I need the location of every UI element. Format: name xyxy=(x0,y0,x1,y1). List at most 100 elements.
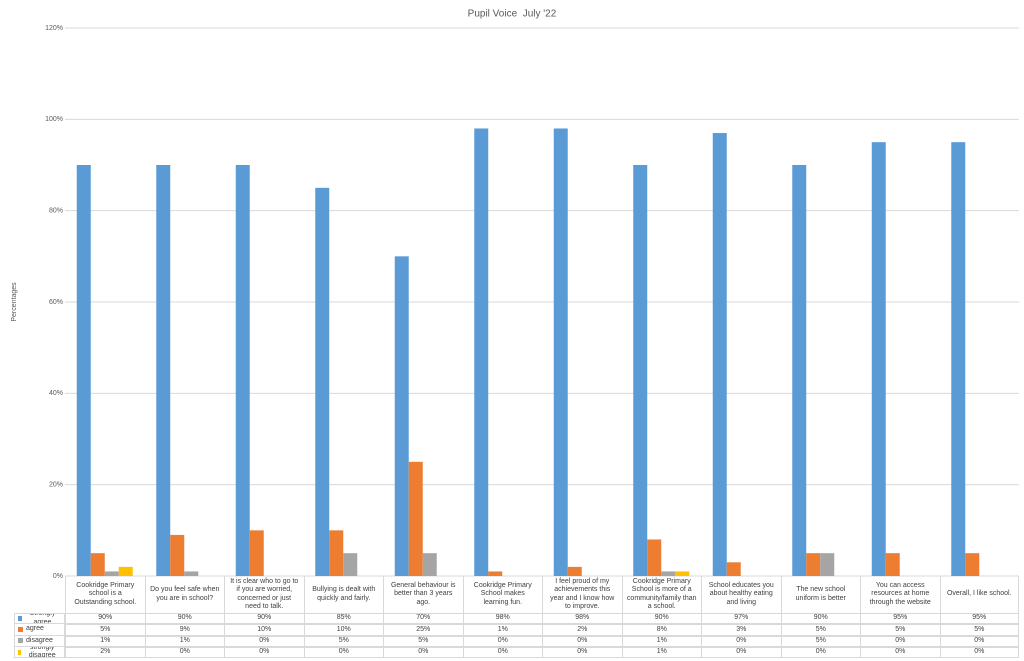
y-tick-label: 0% xyxy=(53,573,63,580)
bar xyxy=(885,553,900,576)
table-value: 90% xyxy=(224,613,304,625)
table-value: 90% xyxy=(621,613,701,625)
table-value: 0% xyxy=(462,635,542,647)
table-value: 97% xyxy=(701,613,781,625)
table-value: 1% xyxy=(462,624,542,636)
table-value: 5% xyxy=(939,624,1019,636)
bar xyxy=(156,165,171,576)
table-value: 0% xyxy=(860,646,940,659)
table-value: 90% xyxy=(65,613,145,625)
x-tick-label: Overall, I like school. xyxy=(939,576,1019,613)
legend-entry: strongly disagree xyxy=(14,646,65,659)
legend-label: strongly disagree xyxy=(28,646,56,659)
y-tick-label: 20% xyxy=(49,482,63,489)
table-value: 98% xyxy=(542,613,622,625)
table-value: 8% xyxy=(621,624,701,636)
table-value: 95% xyxy=(860,613,940,625)
bar xyxy=(488,571,503,576)
table-value: 0% xyxy=(224,646,304,659)
table-value: 0% xyxy=(383,646,463,659)
legend-entry: agree xyxy=(14,624,65,636)
legend-key xyxy=(18,638,23,644)
table-value: 2% xyxy=(65,646,145,659)
table-value: 1% xyxy=(621,635,701,647)
y-tick-label: 100% xyxy=(45,116,63,123)
table-value: 0% xyxy=(939,646,1019,659)
bar xyxy=(661,571,676,576)
table-value: 5% xyxy=(780,624,860,636)
legend-label: disagree xyxy=(26,636,53,644)
table-value: 3% xyxy=(701,624,781,636)
table-value: 85% xyxy=(303,613,383,625)
bar xyxy=(820,553,835,576)
table-value: 9% xyxy=(144,624,224,636)
table-value: 0% xyxy=(860,635,940,647)
bar xyxy=(104,571,119,576)
bar xyxy=(249,530,264,576)
legend-key xyxy=(18,616,22,622)
x-tick-label: Do you feel safe when you are in school? xyxy=(144,576,225,613)
y-tick-label: 40% xyxy=(49,390,63,397)
table-value: 0% xyxy=(144,646,224,659)
bar xyxy=(553,128,568,576)
table-value: 90% xyxy=(144,613,224,625)
y-tick-label: 60% xyxy=(49,299,63,306)
table-value: 1% xyxy=(621,646,701,659)
table-value: 95% xyxy=(939,613,1019,625)
legend-entry: disagree xyxy=(14,635,65,647)
x-tick-label: Bullying is dealt with quickly and fairl… xyxy=(303,576,384,613)
legend-key xyxy=(18,649,22,655)
bar xyxy=(474,128,489,576)
table-value: 5% xyxy=(780,635,860,647)
table-value: 70% xyxy=(383,613,463,625)
bar xyxy=(315,187,330,577)
x-tick-label: I feel proud of my achievements this yea… xyxy=(542,576,622,613)
table-value: 5% xyxy=(65,624,145,636)
x-tick-label: Cookridge Primary School makes learning … xyxy=(462,576,543,613)
table-value: 0% xyxy=(224,635,304,647)
bar xyxy=(90,553,105,576)
bar xyxy=(633,165,648,576)
table-value: 25% xyxy=(383,624,463,636)
y-tick-label: 120% xyxy=(45,25,63,32)
bar xyxy=(806,553,821,576)
table-value: 90% xyxy=(780,613,860,625)
bar xyxy=(792,165,807,576)
legend-label: Strongly agree xyxy=(29,613,56,625)
table-value: 0% xyxy=(303,646,383,659)
table-value: 1% xyxy=(65,635,145,647)
x-tick-label: General behaviour is better than 3 years… xyxy=(383,576,463,613)
legend-entry: Strongly agree xyxy=(14,613,65,625)
table-value: 0% xyxy=(939,635,1019,647)
bar xyxy=(170,534,185,576)
bar xyxy=(567,566,582,576)
x-tick-label: School educates you about healthy eating… xyxy=(701,576,781,613)
y-tick-label: 80% xyxy=(49,208,63,215)
table-value: 10% xyxy=(303,624,383,636)
table-value: 0% xyxy=(542,635,622,647)
table-value: 5% xyxy=(383,635,463,647)
table-value: 0% xyxy=(780,646,860,659)
x-tick-label: Cookridge Primary school is a Outstandin… xyxy=(65,576,145,613)
table-value: 0% xyxy=(701,635,781,647)
bar xyxy=(118,566,133,576)
bar xyxy=(951,142,966,576)
bar xyxy=(647,539,662,576)
table-value: 0% xyxy=(542,646,622,659)
y-axis-label: Percentages xyxy=(11,282,18,322)
table-value: 0% xyxy=(701,646,781,659)
x-tick-label: It is clear who to go to if you are worr… xyxy=(224,576,304,613)
bar xyxy=(726,562,741,576)
x-tick-label: You can access resources at home through… xyxy=(860,576,940,613)
bar xyxy=(343,553,358,576)
x-tick-label: Cookridge Primary School is more of a co… xyxy=(621,576,702,613)
bar xyxy=(408,461,423,576)
legend-key xyxy=(18,626,23,632)
table-value: 5% xyxy=(303,635,383,647)
bar xyxy=(394,256,409,576)
chart-title: Pupil Voice July '22 xyxy=(468,9,557,20)
bar xyxy=(329,530,344,576)
table-value: 5% xyxy=(860,624,940,636)
